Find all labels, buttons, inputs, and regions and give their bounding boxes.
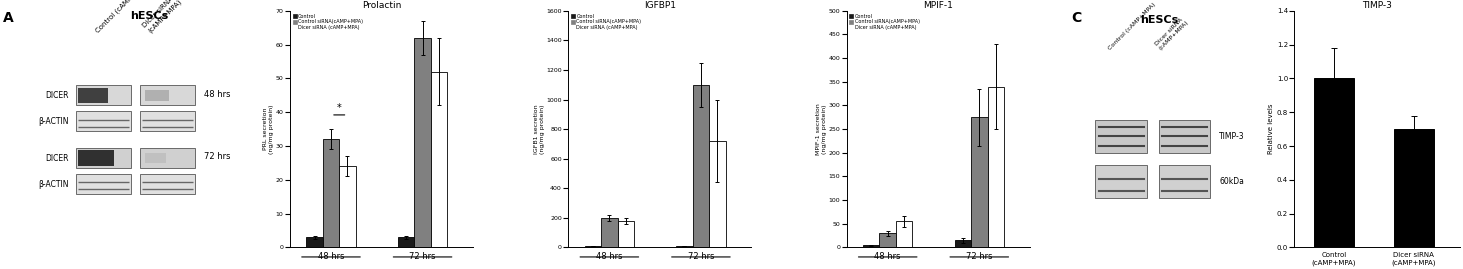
Bar [430, 72, 448, 247]
Bar [601, 218, 617, 247]
Text: Control (cAMP+MPA): Control (cAMP+MPA) [94, 0, 149, 34]
Bar [710, 141, 726, 247]
Y-axis label: Relative levels: Relative levels [1268, 104, 1274, 154]
Bar [414, 38, 430, 247]
Bar [76, 111, 130, 132]
Bar [145, 90, 170, 101]
Bar [1096, 165, 1147, 198]
Bar [692, 85, 710, 247]
Text: DICER: DICER [45, 154, 69, 163]
Bar [879, 233, 895, 247]
Bar [585, 246, 601, 247]
Bar [1096, 120, 1147, 153]
Text: TIMP-3: TIMP-3 [1219, 132, 1245, 141]
Y-axis label: PRL secretion
(ng/mg protein): PRL secretion (ng/mg protein) [263, 104, 274, 154]
Title: TIMP-3: TIMP-3 [1362, 1, 1393, 10]
Bar [398, 237, 414, 247]
Bar [323, 139, 339, 247]
Title: IGFBP1: IGFBP1 [644, 1, 676, 10]
Y-axis label: IGFB1 secretion
(ng/mg protein): IGFB1 secretion (ng/mg protein) [534, 104, 544, 154]
Text: Dicer siRNA
(cAMP+MPA): Dicer siRNA (cAMP+MPA) [1154, 15, 1189, 51]
Bar [988, 87, 1004, 247]
Bar [617, 221, 633, 247]
Y-axis label: MPIF-1 secretion
(ng/mg protein): MPIF-1 secretion (ng/mg protein) [816, 103, 827, 155]
Bar [676, 246, 692, 247]
Text: Dicer siRNA
(cAMP+MPA): Dicer siRNA (cAMP+MPA) [142, 0, 183, 34]
Bar [1159, 120, 1210, 153]
Bar [895, 221, 913, 247]
Text: *: * [336, 102, 342, 112]
Text: 48 hrs: 48 hrs [203, 90, 231, 99]
Title: MPIF-1: MPIF-1 [923, 1, 952, 10]
Legend: Control, Control siRNA(cAMP+MPA), Dicer siRNA (cAMP+MPA): Control, Control siRNA(cAMP+MPA), Dicer … [571, 13, 642, 31]
Text: DICER: DICER [45, 91, 69, 100]
Text: 72 hrs: 72 hrs [203, 153, 231, 161]
Text: Control (cAMP+MPA): Control (cAMP+MPA) [1107, 2, 1156, 51]
Legend: Control, Control siRNA(cAMP+MPA), Dicer siRNA (cAMP+MPA): Control, Control siRNA(cAMP+MPA), Dicer … [849, 13, 920, 31]
Bar [78, 150, 114, 166]
Bar [140, 148, 195, 168]
Bar [339, 166, 356, 247]
Bar [76, 174, 130, 194]
Bar [140, 111, 195, 132]
Bar [1159, 165, 1210, 198]
Legend: Control, Control siRNA(cAMP+MPA), Dicer siRNA (cAMP+MPA): Control, Control siRNA(cAMP+MPA), Dicer … [293, 13, 363, 31]
Text: hESCs: hESCs [1140, 16, 1178, 26]
Title: Prolactin: Prolactin [361, 1, 401, 10]
Text: A: A [3, 11, 13, 25]
Bar [76, 85, 130, 105]
Bar [145, 153, 167, 164]
Bar [1314, 78, 1353, 247]
Bar [971, 117, 988, 247]
Bar [1394, 129, 1434, 247]
Bar [954, 240, 971, 247]
Text: C: C [1071, 11, 1081, 25]
Bar [78, 88, 108, 103]
Text: hESCs: hESCs [130, 11, 168, 21]
Bar [863, 245, 879, 247]
Text: β-ACTIN: β-ACTIN [38, 117, 69, 126]
Text: 60kDa: 60kDa [1219, 177, 1244, 186]
Bar [140, 85, 195, 105]
Text: β-ACTIN: β-ACTIN [38, 180, 69, 189]
Bar [140, 174, 195, 194]
Bar [306, 237, 323, 247]
Bar [76, 148, 130, 168]
